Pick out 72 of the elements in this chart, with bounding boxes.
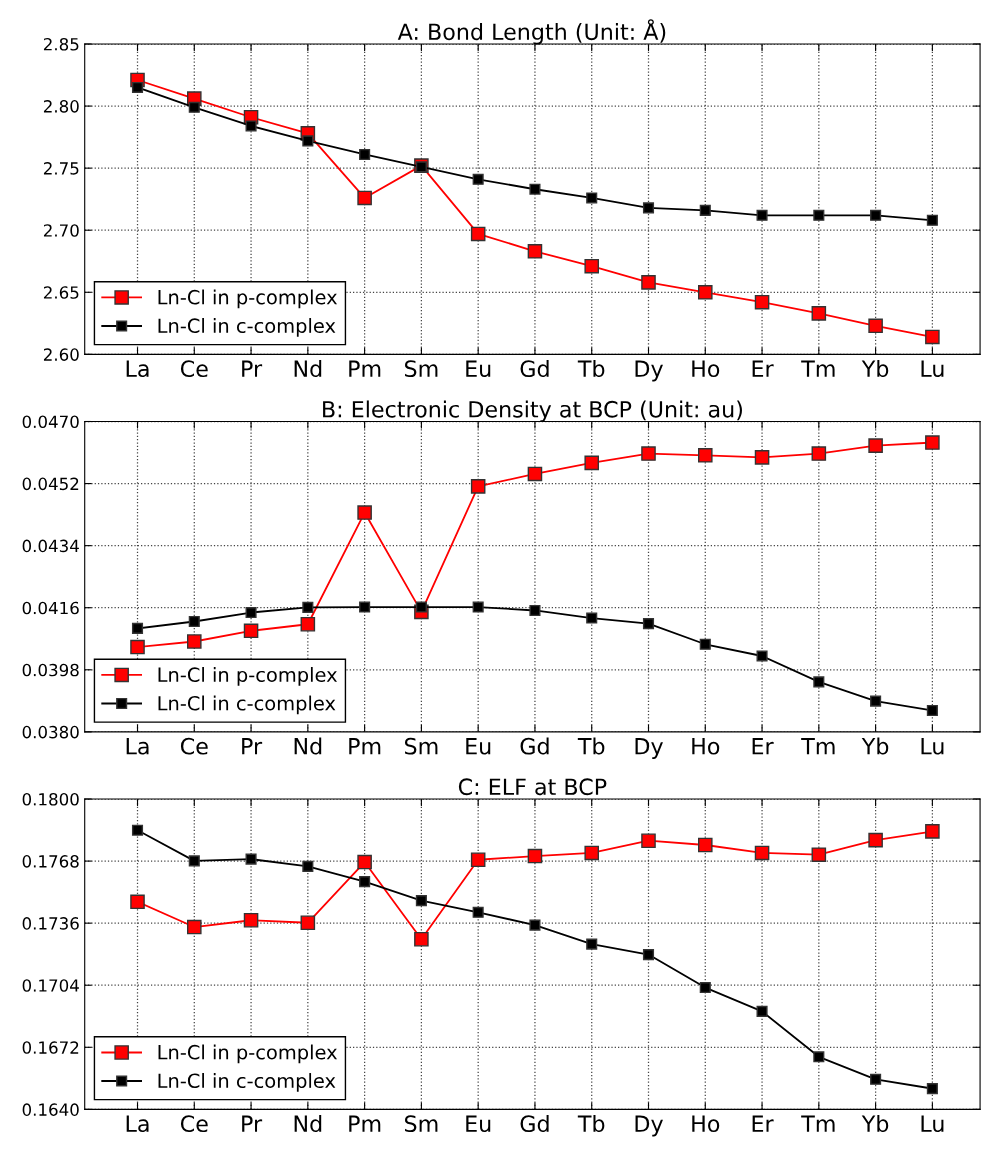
x-tick-label: Pm <box>349 738 381 755</box>
x-tick-label: Eu <box>466 738 491 755</box>
x-tick-label: Dy <box>635 360 663 382</box>
y-tick-label: 0.0434 <box>22 539 79 553</box>
y-tick-label: 0.1704 <box>22 979 79 992</box>
y-tick-label: 0.1672 <box>22 1041 79 1054</box>
y-tick-label: 0.1800 <box>22 792 79 806</box>
legend-label: Ln-Cl in p-complex <box>158 289 338 309</box>
y-tick-label: 2.80 <box>43 100 79 113</box>
x-tick-label: Sm <box>404 360 438 378</box>
x-tick-label: Tb <box>577 359 605 378</box>
y-tick-label: 0.1768 <box>22 855 79 868</box>
y-tick-label: 2.60 <box>43 348 79 361</box>
x-tick-label: Er <box>752 1115 774 1132</box>
x-tick-label: Tm <box>801 360 835 377</box>
y-tick-label: 0.0452 <box>22 477 79 491</box>
x-tick-label: Gd <box>520 1114 549 1133</box>
legend-label: Ln-Cl in c-complex <box>158 1073 336 1092</box>
x-tick-label: Yb <box>861 737 889 755</box>
x-tick-label: Ce <box>180 737 208 755</box>
x-tick-label: Pm <box>349 1115 381 1132</box>
y-tick-label: 0.1640 <box>22 1103 79 1116</box>
x-tick-label: Sm <box>404 737 438 755</box>
y-tick-label: 2.70 <box>43 224 79 237</box>
x-tick-label: Er <box>752 738 774 755</box>
x-tick-label: La <box>126 360 149 378</box>
x-tick-label: Pr <box>242 1115 263 1132</box>
x-tick-label: Dy <box>635 738 663 759</box>
y-tick-label: 0.0470 <box>22 415 79 429</box>
x-tick-label: Yb <box>861 359 889 378</box>
x-tick-label: Pr <box>242 360 263 377</box>
legend-label: Ln-Cl in c-complex <box>158 695 336 715</box>
x-tick-label: Lu <box>921 360 944 378</box>
x-tick-label: Tm <box>801 1115 835 1132</box>
x-tick-label: Gd <box>520 737 549 755</box>
x-tick-label: Er <box>752 360 774 377</box>
y-tick-label: 0.0380 <box>22 725 79 739</box>
x-tick-label: Pm <box>349 360 381 377</box>
legend-label: Ln-Cl in c-complex <box>158 318 336 337</box>
x-tick-label: Ce <box>180 360 208 378</box>
x-tick-label: La <box>126 1115 149 1133</box>
x-tick-label: Lu <box>921 738 944 755</box>
x-tick-label: Gd <box>520 359 549 378</box>
y-tick-label: 0.1736 <box>22 917 79 930</box>
legend-label: Ln-Cl in p-complex <box>158 667 338 686</box>
chart-title: B: Electronic Density at BCP (Unit: au) <box>323 400 742 422</box>
legend-label: Ln-Cl in p-complex <box>158 1044 338 1064</box>
x-tick-label: Ce <box>180 1115 208 1133</box>
y-tick-label: 2.75 <box>43 162 79 175</box>
x-tick-label: Nd <box>294 737 322 755</box>
x-tick-label: Tb <box>577 1114 605 1133</box>
x-tick-label: Dy <box>635 1115 663 1137</box>
x-tick-label: Ho <box>692 360 720 378</box>
y-tick-label: 0.0416 <box>22 601 79 615</box>
chart-title: C: ELF at BCP <box>458 778 607 796</box>
x-tick-label: Nd <box>294 1114 322 1133</box>
x-tick-label: Tm <box>801 738 835 755</box>
x-tick-label: Ho <box>692 1115 720 1133</box>
y-tick-label: 0.0398 <box>22 663 79 677</box>
y-tick-label: 2.85 <box>43 37 79 51</box>
chart-title: A: Bond Length (Unit: Å) <box>397 19 666 45</box>
x-tick-label: Nd <box>294 359 322 378</box>
x-tick-label: Lu <box>921 1115 944 1133</box>
x-tick-label: Pr <box>242 738 263 755</box>
x-tick-label: Yb <box>861 1114 889 1133</box>
x-tick-label: Eu <box>466 1115 491 1133</box>
x-tick-label: Tb <box>577 737 605 755</box>
x-tick-label: La <box>126 738 149 755</box>
x-tick-label: Sm <box>404 1115 438 1133</box>
y-tick-label: 2.65 <box>43 286 79 299</box>
x-tick-label: Eu <box>466 360 491 378</box>
x-tick-label: Ho <box>692 738 720 755</box>
